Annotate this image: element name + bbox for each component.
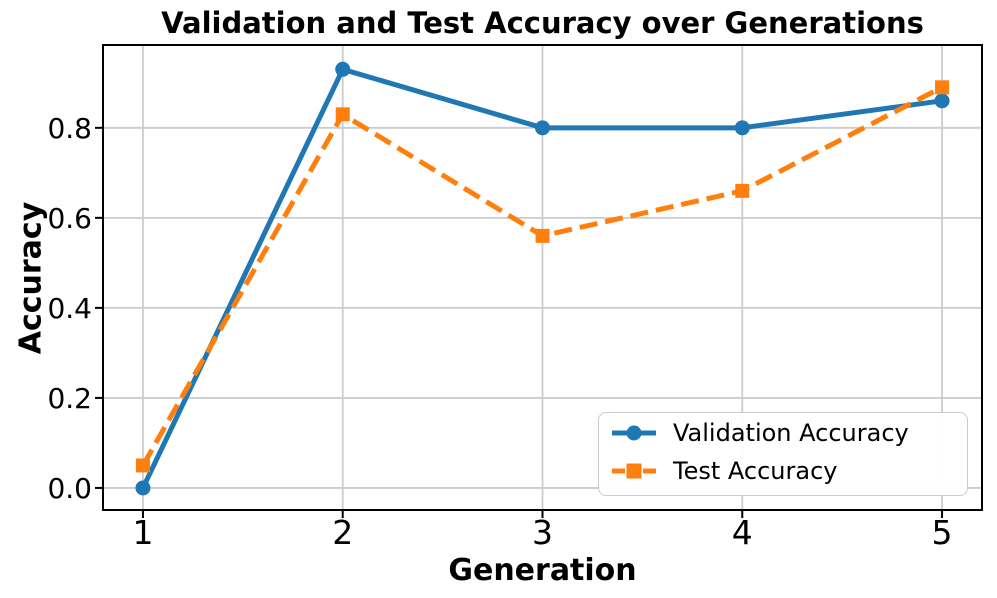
x-tick-label: 4 <box>732 513 753 552</box>
y-tick-label: 0.0 <box>47 472 92 505</box>
legend-validation-circle-marker <box>626 425 642 441</box>
legend-test-square-marker <box>626 463 642 479</box>
data-point-marker-test <box>735 183 750 198</box>
legend-label-test: Test Accuracy <box>673 457 838 485</box>
y-tick-label: 0.8 <box>47 112 92 145</box>
data-point-marker-test <box>335 107 350 122</box>
legend-item-validation: Validation Accuracy <box>611 419 955 447</box>
data-point-marker-validation <box>335 61 351 77</box>
data-point-marker-test <box>135 458 150 473</box>
data-point-marker-test <box>535 228 550 243</box>
data-point-marker-validation <box>734 120 750 136</box>
data-point-marker-test <box>935 80 950 95</box>
legend-solid-line-circle-icon <box>612 425 656 441</box>
data-point-marker-validation <box>535 120 550 136</box>
plot-frame <box>102 44 983 511</box>
legend: Validation Accuracy Test Accuracy <box>598 412 968 496</box>
legend-item-test: Test Accuracy <box>611 457 955 485</box>
x-tick-label: 2 <box>332 513 353 552</box>
legend-label-validation: Validation Accuracy <box>673 419 909 447</box>
x-tick-label: 1 <box>132 513 153 552</box>
legend-dashed-line-square-icon <box>612 463 656 479</box>
y-tick-label: 0.6 <box>47 202 92 235</box>
data-point-marker-validation <box>135 480 151 496</box>
x-tick-label: 5 <box>932 513 953 552</box>
y-tick-label: 0.4 <box>47 292 92 325</box>
y-axis-label: Accuracy <box>13 201 49 355</box>
data-point-marker-validation <box>934 93 950 109</box>
y-tick-label: 0.2 <box>47 382 92 415</box>
x-tick-label: 3 <box>532 513 553 552</box>
x-axis-label: Generation <box>448 553 637 588</box>
chart-title: Validation and Test Accuracy over Genera… <box>161 6 924 40</box>
